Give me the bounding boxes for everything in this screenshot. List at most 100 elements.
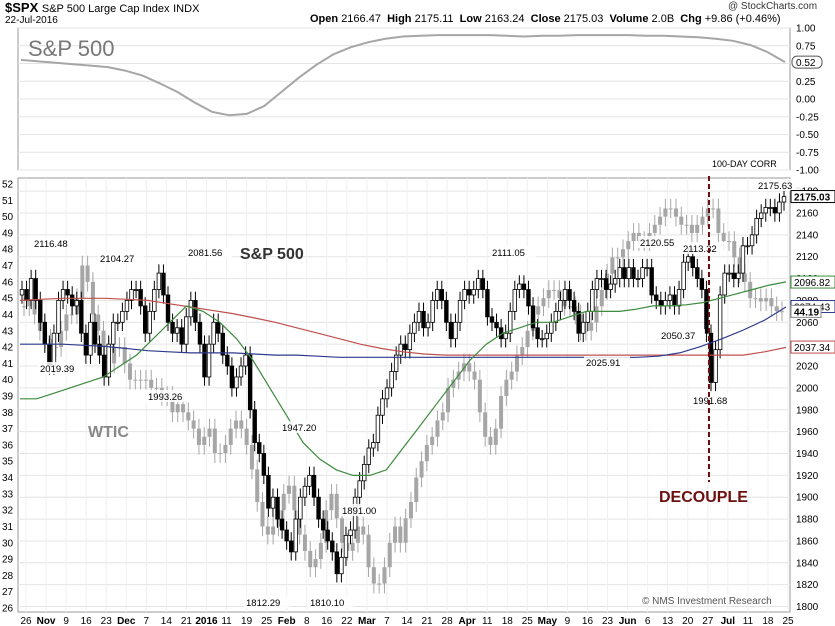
value-label-bg	[32, 237, 78, 249]
spx-candle-body	[161, 272, 166, 296]
corr-last-value: 0.52	[796, 58, 816, 69]
spx-candle-body	[152, 289, 157, 312]
wtic-bar	[631, 232, 636, 242]
wtic-bar	[340, 518, 345, 543]
spx-candle-body	[357, 480, 362, 498]
spx-candle-body	[462, 289, 467, 301]
wtic-bar	[419, 461, 424, 478]
chart-date: 22-Jul-2016	[5, 15, 58, 26]
spx-candle-body	[138, 289, 143, 307]
spx-candle-body	[101, 354, 107, 378]
wtic-tag-box	[790, 304, 822, 318]
wtic-bar	[361, 526, 366, 535]
wtic-bar	[711, 208, 716, 210]
wtic-bar	[493, 428, 498, 445]
wtic-bar	[695, 224, 700, 233]
spx-candle-body	[631, 267, 636, 279]
wtic-bar	[133, 379, 138, 381]
x-tick-label: 11	[743, 616, 754, 626]
spx-candle-body	[416, 310, 422, 323]
wtic-bar	[143, 379, 148, 381]
spx-candle-body	[562, 289, 568, 301]
spx-candle-body	[393, 354, 399, 372]
spx-candle-body	[439, 289, 444, 301]
spx-candle-body	[466, 289, 472, 296]
spx-candle-body	[92, 321, 98, 345]
price-left-tick-label: 43	[2, 326, 14, 337]
wtic-bar	[499, 396, 504, 429]
spx-candle-body	[362, 464, 367, 482]
wtic-bar	[626, 241, 631, 250]
x-tick-label: 20	[682, 616, 694, 626]
spx-candle-body	[535, 327, 540, 340]
wtic-bar	[69, 314, 74, 316]
spx-candle-body	[97, 343, 102, 356]
spx-candle-body	[165, 294, 171, 323]
spx-candle-body	[115, 321, 121, 324]
wtic-bar	[175, 404, 180, 413]
wtic-bar	[302, 534, 307, 551]
spx-candle-body	[302, 485, 308, 498]
wtic-bar	[514, 355, 519, 372]
wtic-bar	[228, 428, 233, 445]
spx-candle-body	[768, 207, 773, 209]
wtic-bar	[281, 493, 286, 511]
spx-candle-body	[339, 556, 344, 575]
wtic-bar	[652, 224, 657, 233]
spx-candle-body	[685, 256, 691, 263]
price-right-tick-label: 1860	[796, 536, 819, 547]
spx-candle-body	[60, 289, 66, 301]
price-left-tick-label: 35	[2, 457, 14, 468]
spx-candle-body	[444, 300, 449, 323]
spx-candle-body	[320, 518, 326, 531]
spx-candle-body	[781, 196, 787, 203]
x-tick-label: 7	[384, 616, 390, 626]
wtic-bar	[769, 298, 774, 307]
spx-candle-body	[38, 300, 43, 323]
wtic-bar	[80, 265, 85, 299]
spx-candle-body	[658, 300, 664, 307]
wtic-bar	[271, 526, 276, 535]
ma200-line	[20, 306, 787, 358]
spx-candle-body	[549, 321, 554, 334]
price-left-tick-label: 26	[2, 604, 14, 615]
spx-candle-body	[617, 267, 622, 279]
spx-candle-body	[257, 442, 262, 454]
wtic-bar	[477, 379, 482, 413]
wtic-bar	[329, 493, 334, 511]
volume-value: 2.0B	[651, 13, 675, 25]
corr-ytick-label: -0.25	[796, 112, 819, 123]
value-label: 1810.10	[310, 598, 344, 609]
x-tick-label: 8	[304, 616, 310, 626]
price-left-tick-label: 32	[2, 506, 14, 517]
wtic-bar	[552, 290, 557, 291]
spx-candle-body	[106, 343, 111, 378]
x-tick-label: 23	[602, 616, 614, 626]
spx-candle-body	[503, 332, 508, 340]
wtic-bar	[313, 559, 318, 568]
x-tick-label: 23	[101, 616, 113, 626]
price-left-tick-label: 36	[2, 440, 14, 451]
spx-candle-body	[471, 289, 476, 296]
wtic-label: WTIC	[88, 424, 129, 441]
value-label: 2116.48	[34, 239, 68, 250]
x-tick-label: 18	[502, 616, 514, 626]
spx-candle-body	[581, 321, 586, 334]
wtic-bar	[260, 502, 265, 527]
price-left-tick-label: 46	[2, 277, 14, 288]
wtic-bar	[186, 412, 191, 421]
spx-candle-body	[412, 321, 417, 334]
spx-candle-body	[220, 332, 225, 356]
spx-candle-body	[266, 474, 271, 509]
value-label: 1891.00	[342, 506, 376, 517]
spx-candle-body	[603, 278, 609, 290]
spx-candle-body	[448, 321, 454, 340]
wtic-bar	[138, 379, 143, 381]
price-right-tick-label: 1960	[796, 427, 819, 438]
spx-candle-body	[79, 300, 84, 334]
spx-candle-body	[745, 245, 750, 248]
wtic-bar	[620, 249, 625, 258]
wtic-bar	[334, 493, 339, 519]
wtic-bar	[705, 208, 710, 217]
spx-candle-body	[772, 207, 778, 214]
